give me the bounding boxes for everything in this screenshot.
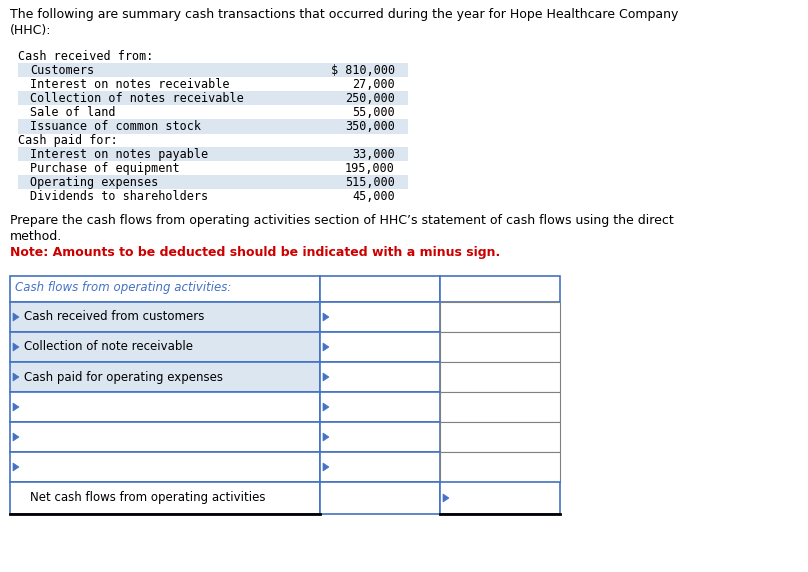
- Text: Collection of notes receivable: Collection of notes receivable: [30, 92, 244, 105]
- Bar: [320, 362, 440, 392]
- Bar: [320, 422, 440, 452]
- Polygon shape: [13, 403, 19, 411]
- Text: Note: Amounts to be deducted should be indicated with a minus sign.: Note: Amounts to be deducted should be i…: [10, 246, 500, 259]
- Text: 27,000: 27,000: [352, 78, 395, 91]
- Polygon shape: [323, 433, 329, 441]
- Text: 45,000: 45,000: [352, 190, 395, 203]
- Bar: [320, 482, 440, 514]
- Text: Interest on notes payable: Interest on notes payable: [30, 148, 208, 161]
- Bar: [18, 63, 408, 78]
- Polygon shape: [323, 463, 329, 471]
- Text: Dividends to shareholders: Dividends to shareholders: [30, 190, 208, 203]
- Bar: [440, 302, 560, 332]
- Polygon shape: [13, 343, 19, 351]
- Bar: [18, 91, 408, 106]
- Bar: [18, 147, 408, 162]
- Text: Cash paid for operating expenses: Cash paid for operating expenses: [24, 371, 223, 383]
- Bar: [320, 302, 440, 332]
- Text: 350,000: 350,000: [345, 120, 395, 133]
- Text: Prepare the cash flows from operating activities section of HHC’s statement of c: Prepare the cash flows from operating ac…: [10, 214, 674, 227]
- Bar: [10, 392, 320, 422]
- Bar: [18, 161, 408, 176]
- Polygon shape: [13, 433, 19, 441]
- Text: Purchase of equipment: Purchase of equipment: [30, 162, 179, 175]
- Text: Collection of note receivable: Collection of note receivable: [24, 340, 193, 353]
- Bar: [320, 452, 440, 482]
- Text: 33,000: 33,000: [352, 148, 395, 161]
- Bar: [320, 276, 440, 302]
- Bar: [440, 482, 560, 514]
- Bar: [18, 119, 408, 134]
- Text: Cash paid for:: Cash paid for:: [18, 134, 118, 147]
- Bar: [320, 392, 440, 422]
- Bar: [320, 332, 440, 362]
- Text: 195,000: 195,000: [345, 162, 395, 175]
- Text: Interest on notes receivable: Interest on notes receivable: [30, 78, 229, 91]
- Polygon shape: [443, 494, 449, 502]
- Polygon shape: [323, 343, 329, 351]
- Text: 250,000: 250,000: [345, 92, 395, 105]
- Bar: [440, 392, 560, 422]
- Polygon shape: [13, 463, 19, 471]
- Bar: [10, 362, 320, 392]
- Bar: [10, 452, 320, 482]
- Bar: [10, 302, 320, 332]
- Bar: [10, 422, 320, 452]
- Bar: [440, 332, 560, 362]
- Text: Sale of land: Sale of land: [30, 106, 116, 119]
- Bar: [440, 452, 560, 482]
- Text: Operating expenses: Operating expenses: [30, 176, 158, 189]
- Bar: [440, 422, 560, 452]
- Bar: [18, 175, 408, 190]
- Bar: [10, 332, 320, 362]
- Bar: [10, 276, 320, 302]
- Polygon shape: [323, 313, 329, 321]
- Text: Customers: Customers: [30, 64, 94, 77]
- Text: Cash flows from operating activities:: Cash flows from operating activities:: [15, 281, 231, 294]
- Bar: [440, 362, 560, 392]
- Text: Cash received from:: Cash received from:: [18, 50, 154, 63]
- Text: method.: method.: [10, 230, 62, 243]
- Bar: [440, 276, 560, 302]
- Polygon shape: [323, 403, 329, 411]
- Bar: [18, 77, 408, 92]
- Text: (HHC):: (HHC):: [10, 24, 52, 37]
- Text: Net cash flows from operating activities: Net cash flows from operating activities: [30, 491, 266, 505]
- Polygon shape: [13, 313, 19, 321]
- Text: 515,000: 515,000: [345, 176, 395, 189]
- Text: 55,000: 55,000: [352, 106, 395, 119]
- Bar: [18, 105, 408, 120]
- Text: Issuance of common stock: Issuance of common stock: [30, 120, 201, 133]
- Bar: [18, 189, 408, 204]
- Bar: [10, 482, 320, 514]
- Polygon shape: [13, 373, 19, 381]
- Text: Cash received from customers: Cash received from customers: [24, 311, 204, 324]
- Polygon shape: [323, 373, 329, 381]
- Text: The following are summary cash transactions that occurred during the year for Ho: The following are summary cash transacti…: [10, 8, 679, 21]
- Text: $ 810,000: $ 810,000: [330, 64, 395, 77]
